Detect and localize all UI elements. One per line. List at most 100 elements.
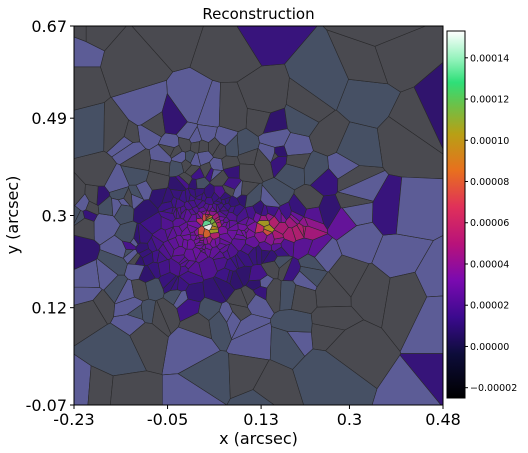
voronoi-cell	[278, 201, 292, 221]
voronoi-cell	[135, 242, 149, 254]
voronoi-cell	[85, 26, 127, 52]
voronoi-cell	[292, 348, 378, 405]
voronoi-cell	[224, 196, 231, 205]
voronoi-cell	[184, 164, 201, 177]
x-tick-label: 0.13	[243, 410, 279, 429]
voronoi-cell	[162, 373, 228, 405]
x-tick-label: 0.3	[337, 410, 362, 429]
voronoi-cell	[219, 210, 229, 217]
voronoi-cell	[187, 200, 198, 209]
voronoi-cell	[299, 265, 329, 288]
voronoi-cell	[274, 255, 294, 269]
voronoi-cell	[185, 281, 205, 303]
voronoi-cell	[179, 208, 187, 220]
y-tick-label: 0.67	[31, 17, 67, 36]
voronoi-cell	[187, 187, 197, 200]
voronoi-cell	[161, 93, 188, 135]
voronoi-cell	[291, 284, 318, 315]
y-tick-label: 0.49	[31, 109, 67, 128]
voronoi-cell	[303, 225, 329, 241]
voronoi-cell	[213, 200, 223, 206]
voronoi-cell	[206, 204, 213, 212]
colorbar-tick-label: 0.00010	[470, 136, 509, 147]
voronoi-cell	[256, 220, 270, 227]
colorbar-tick-label: 0.00002	[470, 301, 509, 312]
voronoi-cell	[220, 219, 225, 227]
colorbar-ticks: −0.00002 0.00000 0.00002 0.00004 0.00006 0.00…	[465, 53, 517, 394]
voronoi-cell	[172, 246, 187, 257]
colorbar-tick-label: −0.00002	[470, 383, 517, 394]
voronoi-cell	[205, 214, 213, 221]
voronoi-cell	[184, 260, 197, 270]
voronoi-cell	[198, 240, 205, 244]
voronoi-cell	[177, 275, 190, 292]
voronoi-cell	[205, 167, 214, 183]
voronoi-cell	[183, 200, 194, 211]
voronoi-cell	[197, 225, 205, 236]
colorbar: −0.00002 0.00000 0.00002 0.00004 0.00006 0.00…	[446, 30, 517, 399]
y-axis: -0.07 0.12 0.3 0.49 0.67	[26, 17, 74, 415]
voronoi-cell	[226, 269, 234, 285]
voronoi-cell	[139, 211, 162, 235]
colorbar-gradient	[446, 30, 466, 399]
voronoi-cell	[204, 196, 214, 205]
voronoi-cell	[158, 211, 176, 222]
voronoi-cell	[399, 295, 443, 354]
voronoi-cell	[209, 217, 216, 225]
voronoi-cell	[252, 199, 265, 216]
voronoi-cells	[74, 26, 443, 405]
voronoi-cell	[167, 176, 187, 192]
colorbar-tick-label: 0.00006	[470, 218, 509, 229]
voronoi-cell	[178, 256, 189, 265]
voronoi-cell	[228, 303, 252, 322]
voronoi-cell	[85, 200, 100, 216]
voronoi-cell	[336, 221, 384, 264]
colorbar-tick-label: 0.00008	[470, 177, 509, 188]
voronoi-cell	[170, 196, 178, 208]
voronoi-cell	[145, 277, 165, 302]
voronoi-cell	[158, 272, 177, 290]
voronoi-cell	[74, 102, 105, 159]
voronoi-cell	[180, 226, 191, 237]
voronoi-cell	[236, 26, 318, 67]
chart-title: Reconstruction	[202, 5, 314, 23]
voronoi-cell	[336, 121, 384, 168]
x-tick-label: 0.48	[425, 410, 461, 429]
voronoi-cell	[371, 354, 442, 405]
voronoi-cell	[74, 66, 111, 111]
colorbar-tick-label: 0.00014	[470, 53, 509, 64]
voronoi-cell	[196, 200, 206, 210]
voronoi-cell	[273, 222, 289, 235]
voronoi-cell	[198, 256, 218, 281]
voronoi-cell	[114, 220, 138, 243]
x-tick-label: -0.05	[147, 410, 188, 429]
voronoi-cell	[156, 297, 181, 335]
x-axis: -0.23 -0.05 0.13 0.3 0.48	[53, 405, 461, 429]
voronoi-cell	[123, 119, 141, 143]
voronoi-cell	[113, 296, 144, 318]
voronoi-cell	[148, 159, 171, 177]
colorbar-tick-label: 0.00000	[470, 342, 509, 353]
y-axis-label: y (arcsec)	[3, 176, 22, 255]
voronoi-cell	[157, 259, 171, 277]
voronoi-cell	[74, 217, 95, 241]
y-tick-label: -0.07	[26, 396, 67, 415]
voronoi-cell	[303, 206, 325, 225]
voronoi-cell	[337, 170, 390, 202]
voronoi-cell	[239, 163, 264, 184]
voronoi-cell	[274, 145, 288, 157]
voronoi-cell	[109, 370, 163, 405]
x-tick-label: -0.23	[53, 410, 94, 429]
voronoi-cell	[194, 244, 206, 250]
voronoi-cell	[123, 187, 133, 208]
colorbar-tick-label: 0.00012	[470, 95, 509, 106]
voronoi-cell	[227, 222, 239, 231]
voronoi-cell	[205, 214, 211, 218]
voronoi-cell	[247, 246, 258, 266]
voronoi-cell	[209, 238, 217, 248]
voronoi-cell	[141, 251, 154, 266]
voronoi-cell	[189, 141, 200, 154]
voronoi-cell	[213, 185, 226, 199]
voronoi-cell	[274, 207, 282, 223]
